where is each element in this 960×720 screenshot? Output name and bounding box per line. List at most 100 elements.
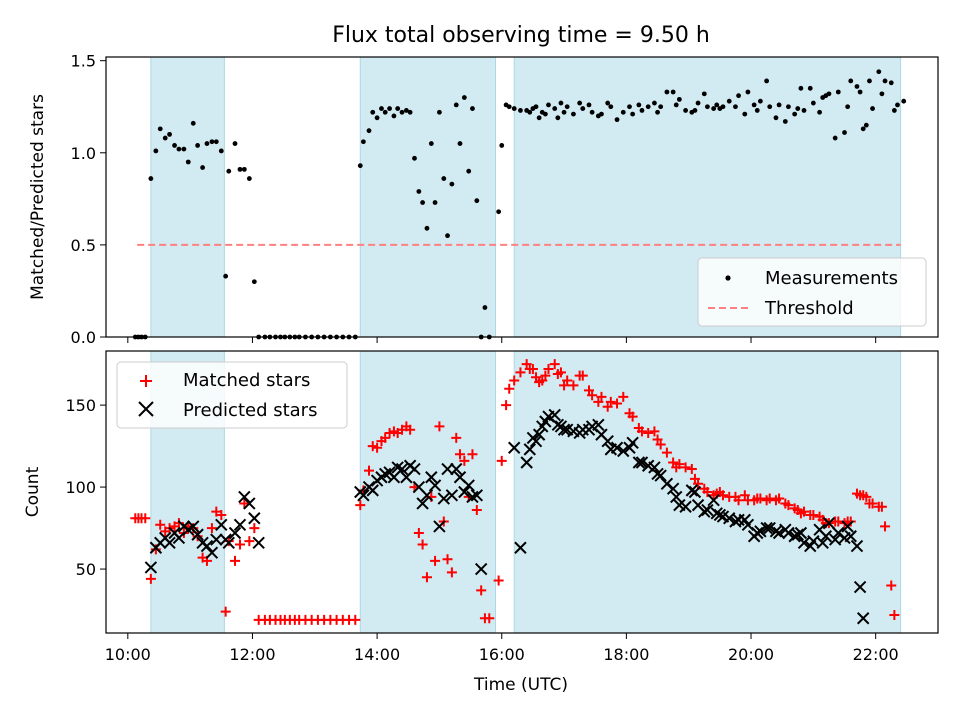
measurement-point [705, 104, 710, 110]
matched-point [543, 364, 554, 375]
matched-point [355, 500, 366, 511]
matched-point [192, 531, 203, 542]
predicted-point [433, 520, 446, 533]
matched-point [501, 400, 512, 411]
measurement-point [558, 100, 564, 106]
matched-point [774, 493, 785, 504]
predicted-point [701, 503, 714, 517]
measurement-point [726, 98, 732, 104]
matched-point [886, 580, 897, 591]
measurement-point [246, 176, 252, 181]
measurement-point [424, 225, 430, 231]
predicted-point [698, 505, 711, 518]
predicted-point [760, 521, 773, 535]
measurement-point [552, 106, 558, 111]
measurement-point [213, 139, 219, 145]
measurement-point [226, 168, 232, 174]
matched-point [845, 516, 856, 527]
predicted-point [651, 467, 664, 481]
measurement-point [901, 98, 907, 104]
measurement-point [412, 155, 417, 161]
matched-point [421, 572, 432, 583]
measurement-point [399, 109, 405, 115]
matched-point [861, 491, 872, 502]
bottom-legend: Matched stars Predicted stars [116, 361, 348, 429]
measurement-point [445, 233, 450, 239]
matched-point [145, 573, 156, 584]
matched-point [459, 455, 470, 466]
predicted-point [248, 512, 261, 525]
matched-point [504, 383, 515, 394]
measurement-point [437, 109, 442, 115]
predicted-point [685, 484, 699, 497]
matched-point [808, 509, 819, 520]
predicted-point [408, 462, 421, 476]
matched-point [234, 539, 245, 550]
matched-point [380, 432, 391, 443]
predicted-point [514, 541, 527, 554]
matched-point [496, 455, 507, 466]
measurement-point [518, 108, 523, 113]
matched-point [605, 396, 616, 407]
matched-point [509, 375, 520, 386]
predicted-point [163, 536, 176, 550]
measurement-point [733, 104, 738, 110]
matched-point [783, 500, 794, 511]
measurement-point [395, 106, 401, 111]
x-tick-label: 22:00 [853, 645, 899, 664]
predicted-point [822, 516, 836, 530]
matched-point [216, 509, 227, 520]
measurement-point [366, 128, 372, 134]
predicted-point [520, 456, 533, 469]
predicted-point [144, 561, 158, 574]
measurement-point [586, 102, 592, 108]
legend-predicted-label: Predicted stars [183, 400, 317, 421]
legend-threshold-label: Threshold [764, 298, 854, 319]
measurement-point [835, 89, 841, 95]
top-y-tick-label: 1.0 [71, 144, 96, 163]
matched-point [867, 498, 878, 509]
measurement-point [527, 109, 533, 115]
measurement-point [845, 104, 851, 110]
predicted-point [243, 497, 256, 510]
predicted-point [853, 580, 867, 594]
measurement-point [580, 106, 586, 111]
measurement-point [391, 113, 397, 119]
matched-point [451, 432, 462, 443]
predicted-point [200, 539, 214, 553]
measurement-point [757, 98, 763, 104]
measurement-point [379, 106, 384, 111]
measurement-point [181, 146, 187, 152]
measurement-point [798, 85, 804, 91]
measurement-point [860, 126, 866, 132]
x-tick-label: 18:00 [603, 645, 649, 664]
measurement-point [407, 109, 413, 115]
measurement-point [658, 104, 664, 110]
measurement-point [589, 109, 595, 115]
measurement-point [200, 165, 205, 170]
matched-point [587, 390, 598, 401]
measurement-point [655, 109, 660, 115]
measurement-point [416, 189, 422, 194]
predicted-point [713, 508, 727, 522]
matched-point [413, 527, 424, 538]
measurement-point [441, 176, 447, 181]
matched-point [612, 398, 623, 409]
measurement-point [711, 106, 717, 111]
predicted-point [844, 530, 857, 543]
matched-point [515, 367, 526, 378]
matched-point [471, 505, 482, 516]
predicted-points [144, 408, 870, 625]
measurement-point [457, 141, 463, 146]
matched-point [446, 567, 457, 578]
legend-matched-label: Matched stars [183, 370, 310, 391]
measurement-point [720, 104, 726, 110]
matched-point [372, 442, 383, 453]
observing-window-1 [359, 56, 497, 338]
bottom-axes-frame [105, 350, 939, 634]
matched-point [889, 609, 900, 620]
measurement-point [470, 106, 475, 111]
legend-matched-marker [140, 375, 152, 387]
measurement-point [736, 93, 741, 99]
measurement-point [767, 104, 773, 110]
